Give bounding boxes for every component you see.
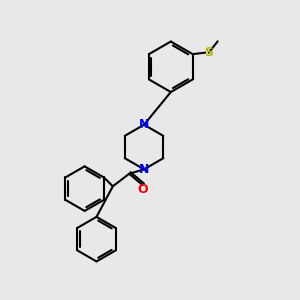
Text: S: S	[204, 46, 213, 59]
Text: N: N	[139, 163, 149, 176]
Text: O: O	[137, 183, 148, 196]
Text: N: N	[139, 118, 149, 131]
